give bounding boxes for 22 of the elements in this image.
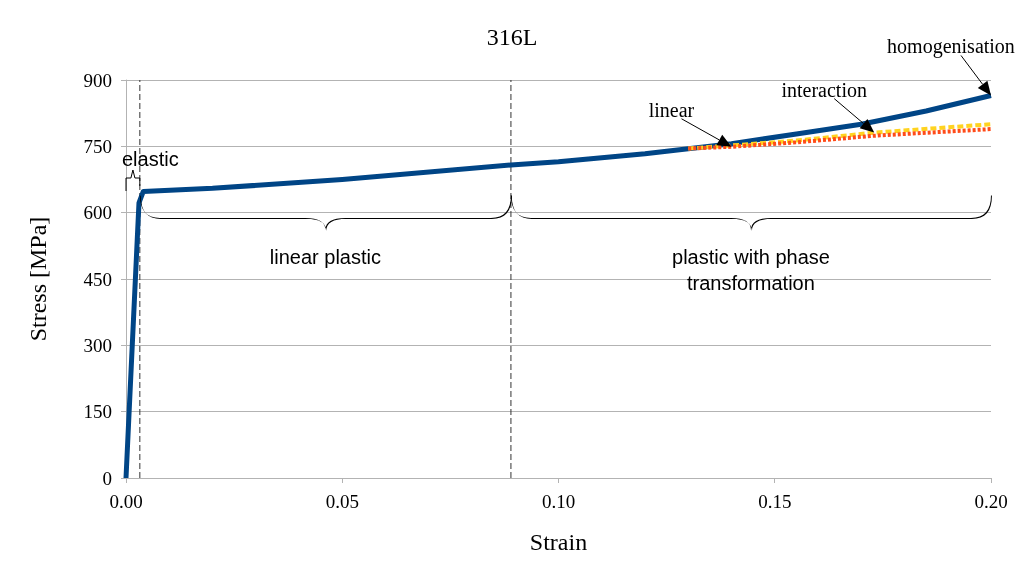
annotation: plastic with phase transformation — [671, 245, 831, 296]
x-tick-label: 0.10 — [541, 491, 576, 512]
y-tick-label: 0 — [102, 467, 112, 489]
series-label: linear — [648, 98, 695, 121]
y-tick-label: 300 — [83, 334, 112, 356]
x-axis-title: Strain — [529, 529, 588, 555]
y-tick-label: 600 — [83, 202, 112, 224]
y-tick-label: 150 — [83, 401, 112, 423]
x-tick-label: 0.00 — [109, 491, 143, 512]
y-tick-label: 750 — [83, 135, 112, 157]
annotation: linear plastic — [268, 245, 382, 270]
chart-title: 316L — [486, 24, 538, 50]
series-label: interaction — [781, 78, 867, 101]
y-tick-label: 450 — [83, 268, 112, 290]
x-tick-label: 0.05 — [325, 491, 359, 512]
line-series — [686, 127, 993, 151]
text: homogenisation — [887, 35, 1015, 59]
y-axis-title: Stress [MPa] — [25, 216, 51, 342]
x-tick-label: 0.20 — [974, 491, 1008, 512]
x-tick-label: 0.15 — [758, 491, 792, 512]
y-tick-label: 900 — [83, 69, 112, 91]
annotation: elastic — [122, 148, 179, 170]
